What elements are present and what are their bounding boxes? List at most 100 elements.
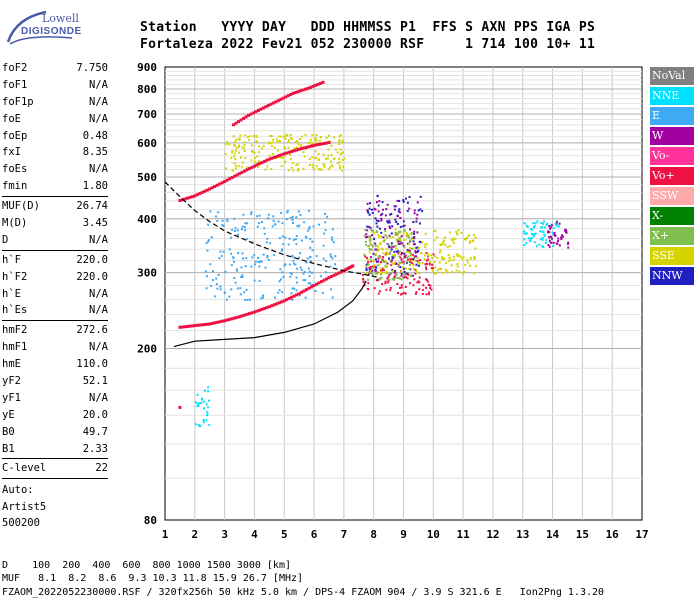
echo-point: [303, 221, 306, 224]
echo-point: [408, 196, 411, 199]
echo-point: [253, 160, 256, 163]
trace-point: [208, 322, 212, 326]
param-value: N/A: [89, 112, 108, 125]
echo-point: [325, 271, 328, 274]
echo-point: [427, 283, 430, 286]
echo-point: [224, 153, 227, 156]
echo-point: [527, 237, 530, 240]
trace-point: [228, 177, 232, 181]
echo-point: [416, 246, 419, 249]
trace-point: [252, 310, 256, 314]
echo-point: [469, 240, 472, 243]
echo-point: [443, 239, 446, 242]
chart-legend: NoVal NNE E W Vo- Vo+ SSW X- X+ SSE NNW: [650, 67, 694, 287]
echo-point: [281, 248, 284, 251]
echo-point: [198, 425, 201, 428]
trace-point: [215, 183, 219, 187]
echo-point: [455, 253, 458, 256]
echo-point: [256, 155, 259, 158]
echo-point: [542, 222, 545, 225]
echo-point: [264, 266, 267, 269]
trace-point: [260, 307, 264, 311]
echo-point: [225, 143, 228, 146]
echo-point: [399, 266, 402, 269]
trace-point: [220, 319, 224, 323]
echo-point: [281, 271, 284, 274]
echo-point: [228, 295, 231, 298]
echo-point: [338, 161, 341, 164]
echo-point: [390, 212, 393, 215]
param-value: 7.750: [76, 62, 108, 74]
echo-point: [394, 244, 397, 247]
echo-point: [380, 235, 383, 238]
echo-point: [240, 165, 243, 168]
echo-point: [321, 292, 324, 295]
echo-point: [403, 230, 406, 233]
echo-point: [333, 157, 336, 160]
logo-swoosh-icon: [6, 10, 73, 45]
echo-point: [288, 263, 291, 266]
echo-point: [244, 229, 247, 232]
echo-point: [384, 260, 387, 263]
echo-point: [233, 162, 236, 165]
echo-point: [338, 143, 341, 146]
param-label: foF1: [2, 78, 28, 91]
echo-point: [558, 222, 561, 225]
echo-point: [309, 282, 312, 285]
echo-point: [413, 209, 416, 212]
param-separator: [2, 458, 108, 460]
echo-point: [405, 251, 408, 254]
echo-point: [283, 155, 286, 158]
trace-point: [237, 120, 241, 124]
echo-point: [464, 238, 467, 241]
trace-point: [300, 147, 304, 151]
echo-point: [260, 297, 263, 300]
echo-point: [319, 275, 322, 278]
param-row: foF1 N/A: [2, 77, 108, 94]
echo-point: [412, 243, 415, 246]
echo-point: [534, 222, 537, 225]
legend-item: SSE: [650, 247, 694, 265]
echo-point: [411, 238, 414, 241]
echo-point: [330, 153, 333, 156]
echo-point: [341, 159, 344, 162]
echo-point: [284, 160, 287, 163]
echo-point: [369, 237, 372, 240]
echo-point: [253, 151, 256, 154]
param-value: 272.6: [76, 324, 108, 337]
echo-point: [290, 292, 293, 295]
echo-point: [538, 243, 541, 246]
echo-point: [374, 253, 377, 256]
param-label: h`F2: [2, 270, 28, 283]
echo-point: [394, 253, 397, 256]
echo-point: [469, 241, 472, 244]
echo-point: [523, 244, 526, 247]
logo-digisonde-text: DIGISONDE: [21, 26, 82, 37]
y-tick-label: 80: [144, 514, 157, 527]
echo-point: [366, 235, 369, 238]
trace-point: [297, 147, 301, 151]
echo-point: [241, 161, 244, 164]
echo-point: [220, 255, 223, 258]
trace-point: [220, 181, 224, 185]
echo-point: [533, 233, 536, 236]
echo-point: [417, 249, 420, 252]
trace-point: [329, 275, 333, 279]
echo-point: [368, 213, 371, 216]
echo-point: [373, 287, 376, 290]
echo-point: [394, 228, 397, 231]
echo-point: [398, 200, 401, 203]
param-row: h`F 220.0: [2, 252, 108, 269]
echo-point: [385, 248, 388, 251]
echo-point: [382, 236, 385, 239]
echo-point: [415, 220, 418, 223]
echo-point: [381, 259, 384, 262]
echo-point: [271, 225, 274, 228]
echo-point: [421, 292, 424, 295]
echo-point: [413, 237, 416, 240]
echo-point: [530, 233, 533, 236]
echo-point: [416, 256, 419, 259]
echo-point: [379, 256, 382, 259]
echo-point: [403, 267, 406, 270]
echo-point: [334, 255, 337, 258]
